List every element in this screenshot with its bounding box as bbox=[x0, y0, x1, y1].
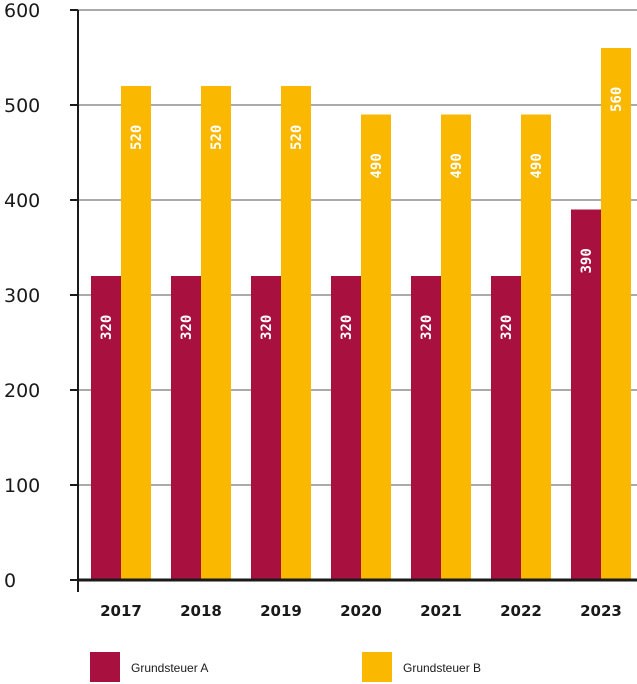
legend-swatch bbox=[362, 652, 392, 682]
bar-a-2018 bbox=[171, 276, 201, 580]
bar-b-2018 bbox=[201, 86, 231, 580]
data-label: 320 bbox=[179, 315, 195, 340]
legend-swatch bbox=[90, 652, 120, 682]
legend-item-b: Grundsteuer B bbox=[362, 652, 481, 682]
legend-label: Grundsteuer B bbox=[403, 661, 481, 675]
legend: Grundsteuer A Grundsteuer B bbox=[90, 652, 481, 682]
x-tick-label: 2023 bbox=[580, 602, 622, 620]
bars: 320 520 320 520 320 520 320 490 320 490 320 490 390 5… bbox=[91, 48, 631, 580]
x-tick-label: 2020 bbox=[340, 602, 382, 620]
data-label: 320 bbox=[499, 315, 515, 340]
bar-a-2021 bbox=[411, 276, 441, 580]
bar-b-2023 bbox=[601, 48, 631, 580]
legend-item-a: Grundsteuer A bbox=[90, 652, 208, 682]
bar-a-2022 bbox=[491, 276, 521, 580]
bar-group-2021: 320 490 bbox=[411, 114, 471, 580]
y-tick-label: 300 bbox=[4, 285, 40, 307]
data-label: 320 bbox=[339, 315, 355, 340]
y-tick-label: 200 bbox=[4, 380, 40, 402]
bar-a-2020 bbox=[331, 276, 361, 580]
x-tick-label: 2019 bbox=[260, 602, 302, 620]
bar-a-2023 bbox=[571, 209, 601, 580]
data-label: 320 bbox=[99, 315, 115, 340]
y-tick-label: 600 bbox=[4, 0, 40, 22]
data-label: 320 bbox=[419, 315, 435, 340]
data-label: 520 bbox=[209, 125, 225, 150]
bar-a-2019 bbox=[251, 276, 281, 580]
bar-b-2019 bbox=[281, 86, 311, 580]
bar-a-2017 bbox=[91, 276, 121, 580]
x-tick-label: 2021 bbox=[420, 602, 462, 620]
bar-b-2021 bbox=[441, 114, 471, 580]
y-tick-label: 0 bbox=[4, 570, 16, 592]
bar-group-2020: 320 490 bbox=[331, 114, 391, 580]
bar-b-2020 bbox=[361, 114, 391, 580]
bar-group-2019: 320 520 bbox=[251, 86, 311, 580]
legend-label: Grundsteuer A bbox=[131, 661, 208, 675]
data-label: 320 bbox=[259, 315, 275, 340]
x-tick-label: 2017 bbox=[100, 602, 142, 620]
data-label: 520 bbox=[129, 125, 145, 150]
x-axis: 2017 2018 2019 2020 2021 2022 2023 bbox=[78, 578, 637, 620]
bar-group-2022: 320 490 bbox=[491, 114, 551, 580]
bar-group-2017: 320 520 bbox=[91, 86, 151, 580]
y-tick-label: 100 bbox=[4, 475, 40, 497]
data-label: 560 bbox=[609, 87, 625, 112]
data-label: 520 bbox=[289, 125, 305, 150]
x-tick-label: 2022 bbox=[500, 602, 542, 620]
y-tick-label: 400 bbox=[4, 190, 40, 212]
y-axis: 0 100 200 300 400 500 600 bbox=[4, 0, 79, 592]
data-label: 390 bbox=[579, 248, 595, 273]
bar-group-2018: 320 520 bbox=[171, 86, 231, 580]
bar-group-2023: 390 560 bbox=[571, 48, 631, 580]
bar-b-2017 bbox=[121, 86, 151, 580]
data-label: 490 bbox=[529, 153, 545, 178]
data-label: 490 bbox=[369, 153, 385, 178]
data-label: 490 bbox=[449, 153, 465, 178]
y-tick-label: 500 bbox=[4, 95, 40, 117]
x-tick-label: 2018 bbox=[180, 602, 222, 620]
bar-b-2022 bbox=[521, 114, 551, 580]
